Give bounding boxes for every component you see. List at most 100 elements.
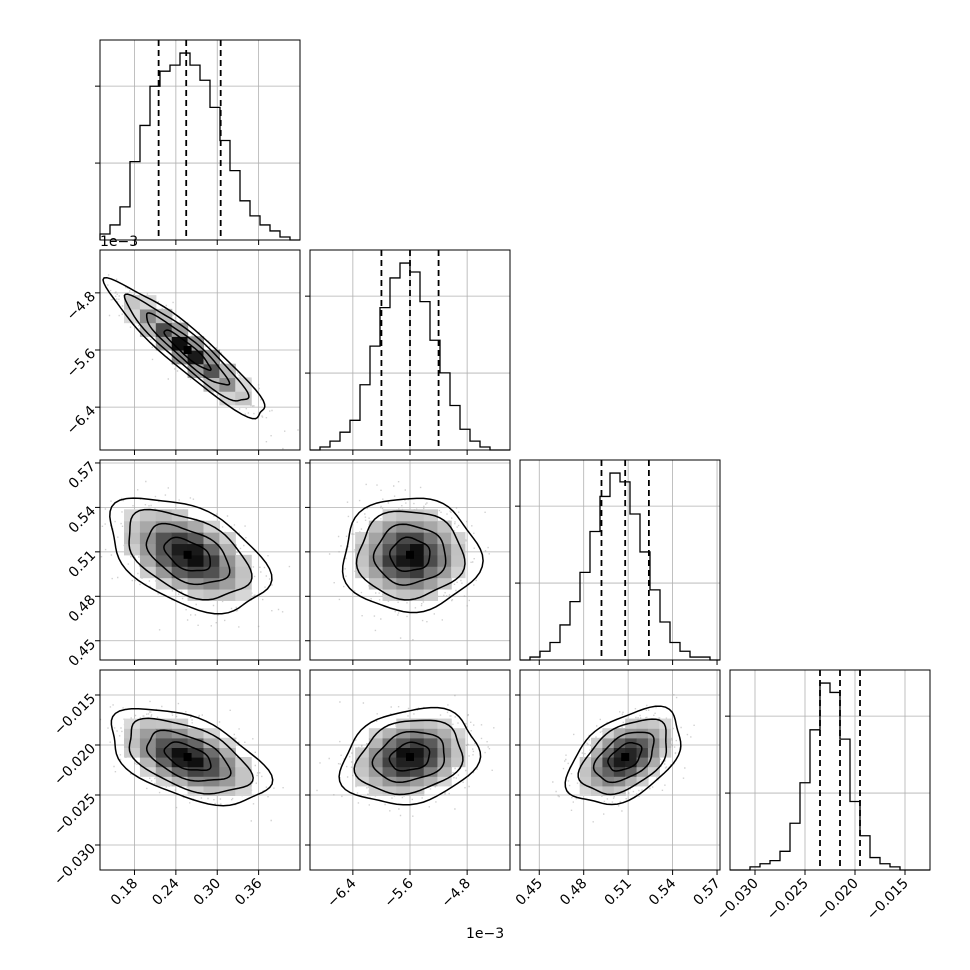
density-cell [636, 728, 649, 739]
contour-line-1 [577, 718, 668, 796]
density-cell [382, 532, 397, 545]
density-cell [579, 785, 592, 796]
contour-line-3 [163, 536, 211, 572]
density-cell [368, 532, 384, 545]
contour-line-0 [564, 705, 682, 806]
x-tick-label-2: 0.57 [691, 876, 724, 909]
density-cell [382, 577, 397, 590]
density-cell [203, 747, 220, 758]
density-cell [410, 577, 425, 590]
density-cell [235, 785, 252, 796]
x-tick-label-2: 0.45 [513, 876, 546, 909]
density-cell [410, 776, 425, 787]
scatter-points [107, 274, 299, 450]
density-cell [437, 566, 452, 579]
density-cell [410, 566, 425, 579]
density-cell [396, 766, 411, 777]
contour-line-2 [145, 312, 231, 386]
hist-frame-3 [729, 669, 931, 871]
density-cell [124, 728, 141, 739]
density-cell [171, 566, 189, 579]
contour-line-1 [128, 508, 253, 601]
contour-line-0 [109, 497, 273, 615]
density-cell [410, 757, 425, 768]
x-tick-label-3: −0.015 [864, 876, 912, 924]
density-cell [219, 747, 236, 758]
y-tick-label-3: −0.025 [51, 791, 99, 839]
density-cell [171, 757, 189, 768]
density-cell [423, 776, 439, 787]
density-cell [203, 766, 220, 777]
histogram-step-2 [520, 472, 720, 661]
density-panel-0-3 [99, 669, 301, 871]
density-cell [203, 737, 220, 748]
histogram-panel-0 [95, 39, 301, 241]
density-cell [382, 766, 397, 777]
density-cell [437, 532, 452, 545]
density-cell [219, 577, 236, 590]
density-cell [382, 776, 397, 787]
density-cell [437, 554, 452, 567]
density-cell [219, 776, 236, 787]
density-cell [437, 577, 452, 590]
density-cell [155, 509, 173, 522]
density-cell [155, 532, 173, 545]
density-cell [396, 737, 411, 748]
peak-marker [406, 753, 414, 761]
density-cell [355, 566, 370, 579]
density-cell [187, 554, 205, 567]
density-cell [591, 757, 604, 768]
density-cell [613, 737, 626, 748]
density-cell [382, 785, 397, 796]
y-tick-label-2: 0.57 [66, 459, 99, 492]
density-cell [235, 566, 252, 579]
density-cell [451, 728, 466, 739]
histogram-step-0 [99, 52, 300, 241]
histogram-panel-1 [305, 249, 511, 451]
density-cell [613, 747, 626, 758]
y-tick-label-2: 0.54 [66, 503, 99, 536]
panel-frame [99, 459, 301, 661]
density-cell [613, 757, 626, 768]
x-tick-label-0: 0.36 [232, 875, 265, 908]
density-cell [187, 543, 205, 556]
x-tick-label-1: −5.6 [381, 875, 416, 910]
density-cell [139, 322, 157, 337]
density-cell [203, 776, 220, 787]
density-cell [155, 566, 173, 579]
density-cell [187, 566, 205, 579]
density-cell [396, 509, 411, 522]
density-cell [423, 747, 439, 758]
density-cell [423, 577, 439, 590]
contour-line-0 [338, 706, 482, 806]
density-cell [171, 776, 189, 787]
density-cell [647, 718, 660, 729]
x-tick-label-2: 0.54 [646, 875, 679, 908]
density-cell [423, 554, 439, 567]
density-cell [139, 718, 157, 729]
density-cell [410, 718, 425, 729]
density-cell [124, 532, 141, 545]
peak-marker [183, 346, 192, 354]
density-cell [368, 766, 384, 777]
density-cell [396, 588, 411, 601]
density-cell [396, 728, 411, 739]
density-cell [437, 728, 452, 739]
density-cell [625, 766, 638, 777]
density-cell [423, 718, 439, 729]
contour-line-2 [145, 522, 231, 586]
density-cell [437, 737, 452, 748]
y-tick-label-3: −0.020 [51, 741, 99, 789]
density-cell [368, 785, 384, 796]
density-cell [187, 520, 205, 533]
density-cell [235, 588, 252, 601]
density-cell [155, 336, 173, 351]
density-cell [396, 757, 411, 768]
density-cell [219, 363, 236, 379]
density-cell [171, 554, 189, 567]
peak-marker [406, 550, 414, 559]
density-cell [187, 747, 205, 758]
contour-line-1 [123, 293, 250, 402]
contour-line-3 [607, 741, 643, 772]
